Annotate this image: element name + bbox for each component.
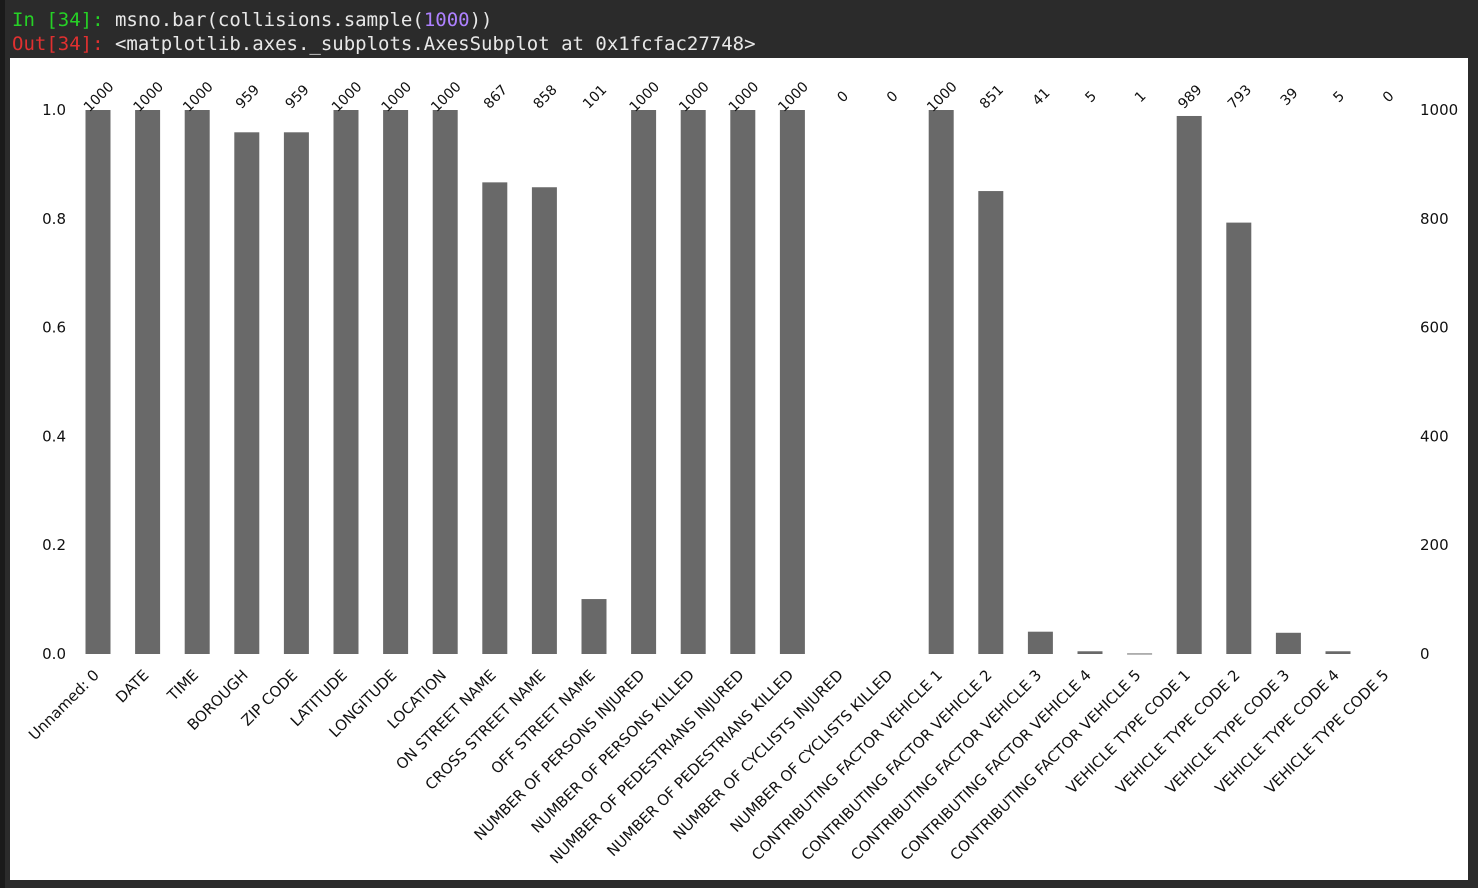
- bar: [1226, 222, 1252, 654]
- count-label: 1000: [627, 79, 664, 116]
- bar: [631, 110, 657, 654]
- cell-left-border: [0, 0, 5, 888]
- left-tick-label: 0.0: [42, 645, 66, 663]
- count-label: 793: [1225, 82, 1255, 112]
- bar: [1275, 632, 1301, 654]
- count-label: 1000: [726, 79, 763, 116]
- count-label: 1000: [428, 79, 465, 116]
- input-code-number: 1000: [423, 9, 470, 31]
- count-label: 41: [1030, 85, 1054, 109]
- right-tick-label: 600: [1420, 319, 1449, 337]
- bar: [730, 110, 756, 654]
- count-label: 1000: [81, 79, 118, 116]
- count-label: 1000: [131, 79, 168, 116]
- bar: [135, 110, 161, 654]
- input-code-suffix: )): [469, 9, 493, 31]
- count-label: 1000: [329, 79, 366, 116]
- left-tick-label: 0.6: [42, 319, 66, 337]
- count-label: 5: [1330, 88, 1348, 106]
- left-axis-ticks: 0.0 0.2 0.4 0.6 0.8 1.0: [42, 101, 66, 663]
- right-axis-ticks: 0 200 400 600 800 1000: [1420, 101, 1458, 663]
- output-cell-line: Out[34]: <matplotlib.axes._subplots.Axes…: [12, 32, 756, 56]
- category-label: TIME: [163, 666, 202, 705]
- bar: [1127, 653, 1153, 655]
- left-tick-label: 1.0: [42, 101, 66, 119]
- bar: [333, 110, 359, 654]
- output-repr-text: <matplotlib.axes._subplots.AxesSubplot a…: [103, 33, 756, 55]
- count-labels: 1000 1000 1000 959 959 1000 1000 1000 867 858 101 1…: [81, 79, 1398, 116]
- input-prompt: In [34]:: [12, 9, 104, 31]
- count-label: 989: [1175, 82, 1205, 112]
- category-label: DATE: [112, 666, 152, 706]
- bar: [234, 132, 260, 654]
- right-tick-label: 0: [1420, 645, 1430, 663]
- count-label: 851: [977, 82, 1007, 112]
- count-label: 1: [1132, 88, 1150, 106]
- right-tick-label: 400: [1420, 427, 1449, 445]
- count-label: 0: [884, 88, 902, 106]
- count-label: 1000: [379, 79, 416, 116]
- bar: [85, 110, 111, 654]
- bar: [283, 132, 309, 654]
- bar: [531, 187, 557, 655]
- count-label: 101: [580, 82, 610, 112]
- count-label: 5: [1082, 88, 1100, 106]
- bar: [978, 191, 1004, 654]
- bar: [779, 110, 805, 654]
- bar: [581, 599, 607, 654]
- input-code-prefix: msno.bar(collisions.sample(: [103, 9, 424, 31]
- bar: [1325, 651, 1351, 654]
- count-label: 858: [530, 82, 560, 112]
- count-label: 959: [233, 82, 263, 112]
- count-label: 1000: [676, 79, 713, 116]
- input-cell-line[interactable]: In [34]: msno.bar(collisions.sample(1000…: [12, 8, 492, 32]
- count-label: 0: [1380, 88, 1398, 106]
- right-tick-label: 1000: [1420, 101, 1458, 119]
- right-tick-label: 200: [1420, 536, 1449, 554]
- left-tick-label: 0.4: [42, 427, 66, 445]
- count-label: 1000: [775, 79, 812, 116]
- category-label: Unnamed: 0: [25, 666, 103, 744]
- count-label: 39: [1278, 85, 1302, 109]
- bar: [482, 182, 508, 654]
- bar: [928, 110, 954, 654]
- bars: [85, 110, 1351, 655]
- count-label: 0: [834, 88, 852, 106]
- figure-output: 0.0 0.2 0.4 0.6 0.8 1.0 0 200 400 600 800 1000 100…: [10, 58, 1468, 880]
- bar: [1027, 631, 1053, 654]
- bar: [432, 110, 458, 654]
- bar: [1077, 651, 1103, 654]
- bar: [1176, 115, 1202, 654]
- left-tick-label: 0.8: [42, 210, 66, 228]
- output-prompt: Out[34]:: [12, 33, 104, 55]
- bar: [680, 110, 706, 654]
- count-label: 1000: [180, 79, 217, 116]
- count-label: 1000: [924, 79, 961, 116]
- right-tick-label: 800: [1420, 210, 1449, 228]
- count-label: 867: [481, 82, 511, 112]
- left-tick-label: 0.2: [42, 536, 66, 554]
- count-label: 959: [282, 82, 312, 112]
- bar: [383, 110, 409, 654]
- bar: [184, 110, 210, 654]
